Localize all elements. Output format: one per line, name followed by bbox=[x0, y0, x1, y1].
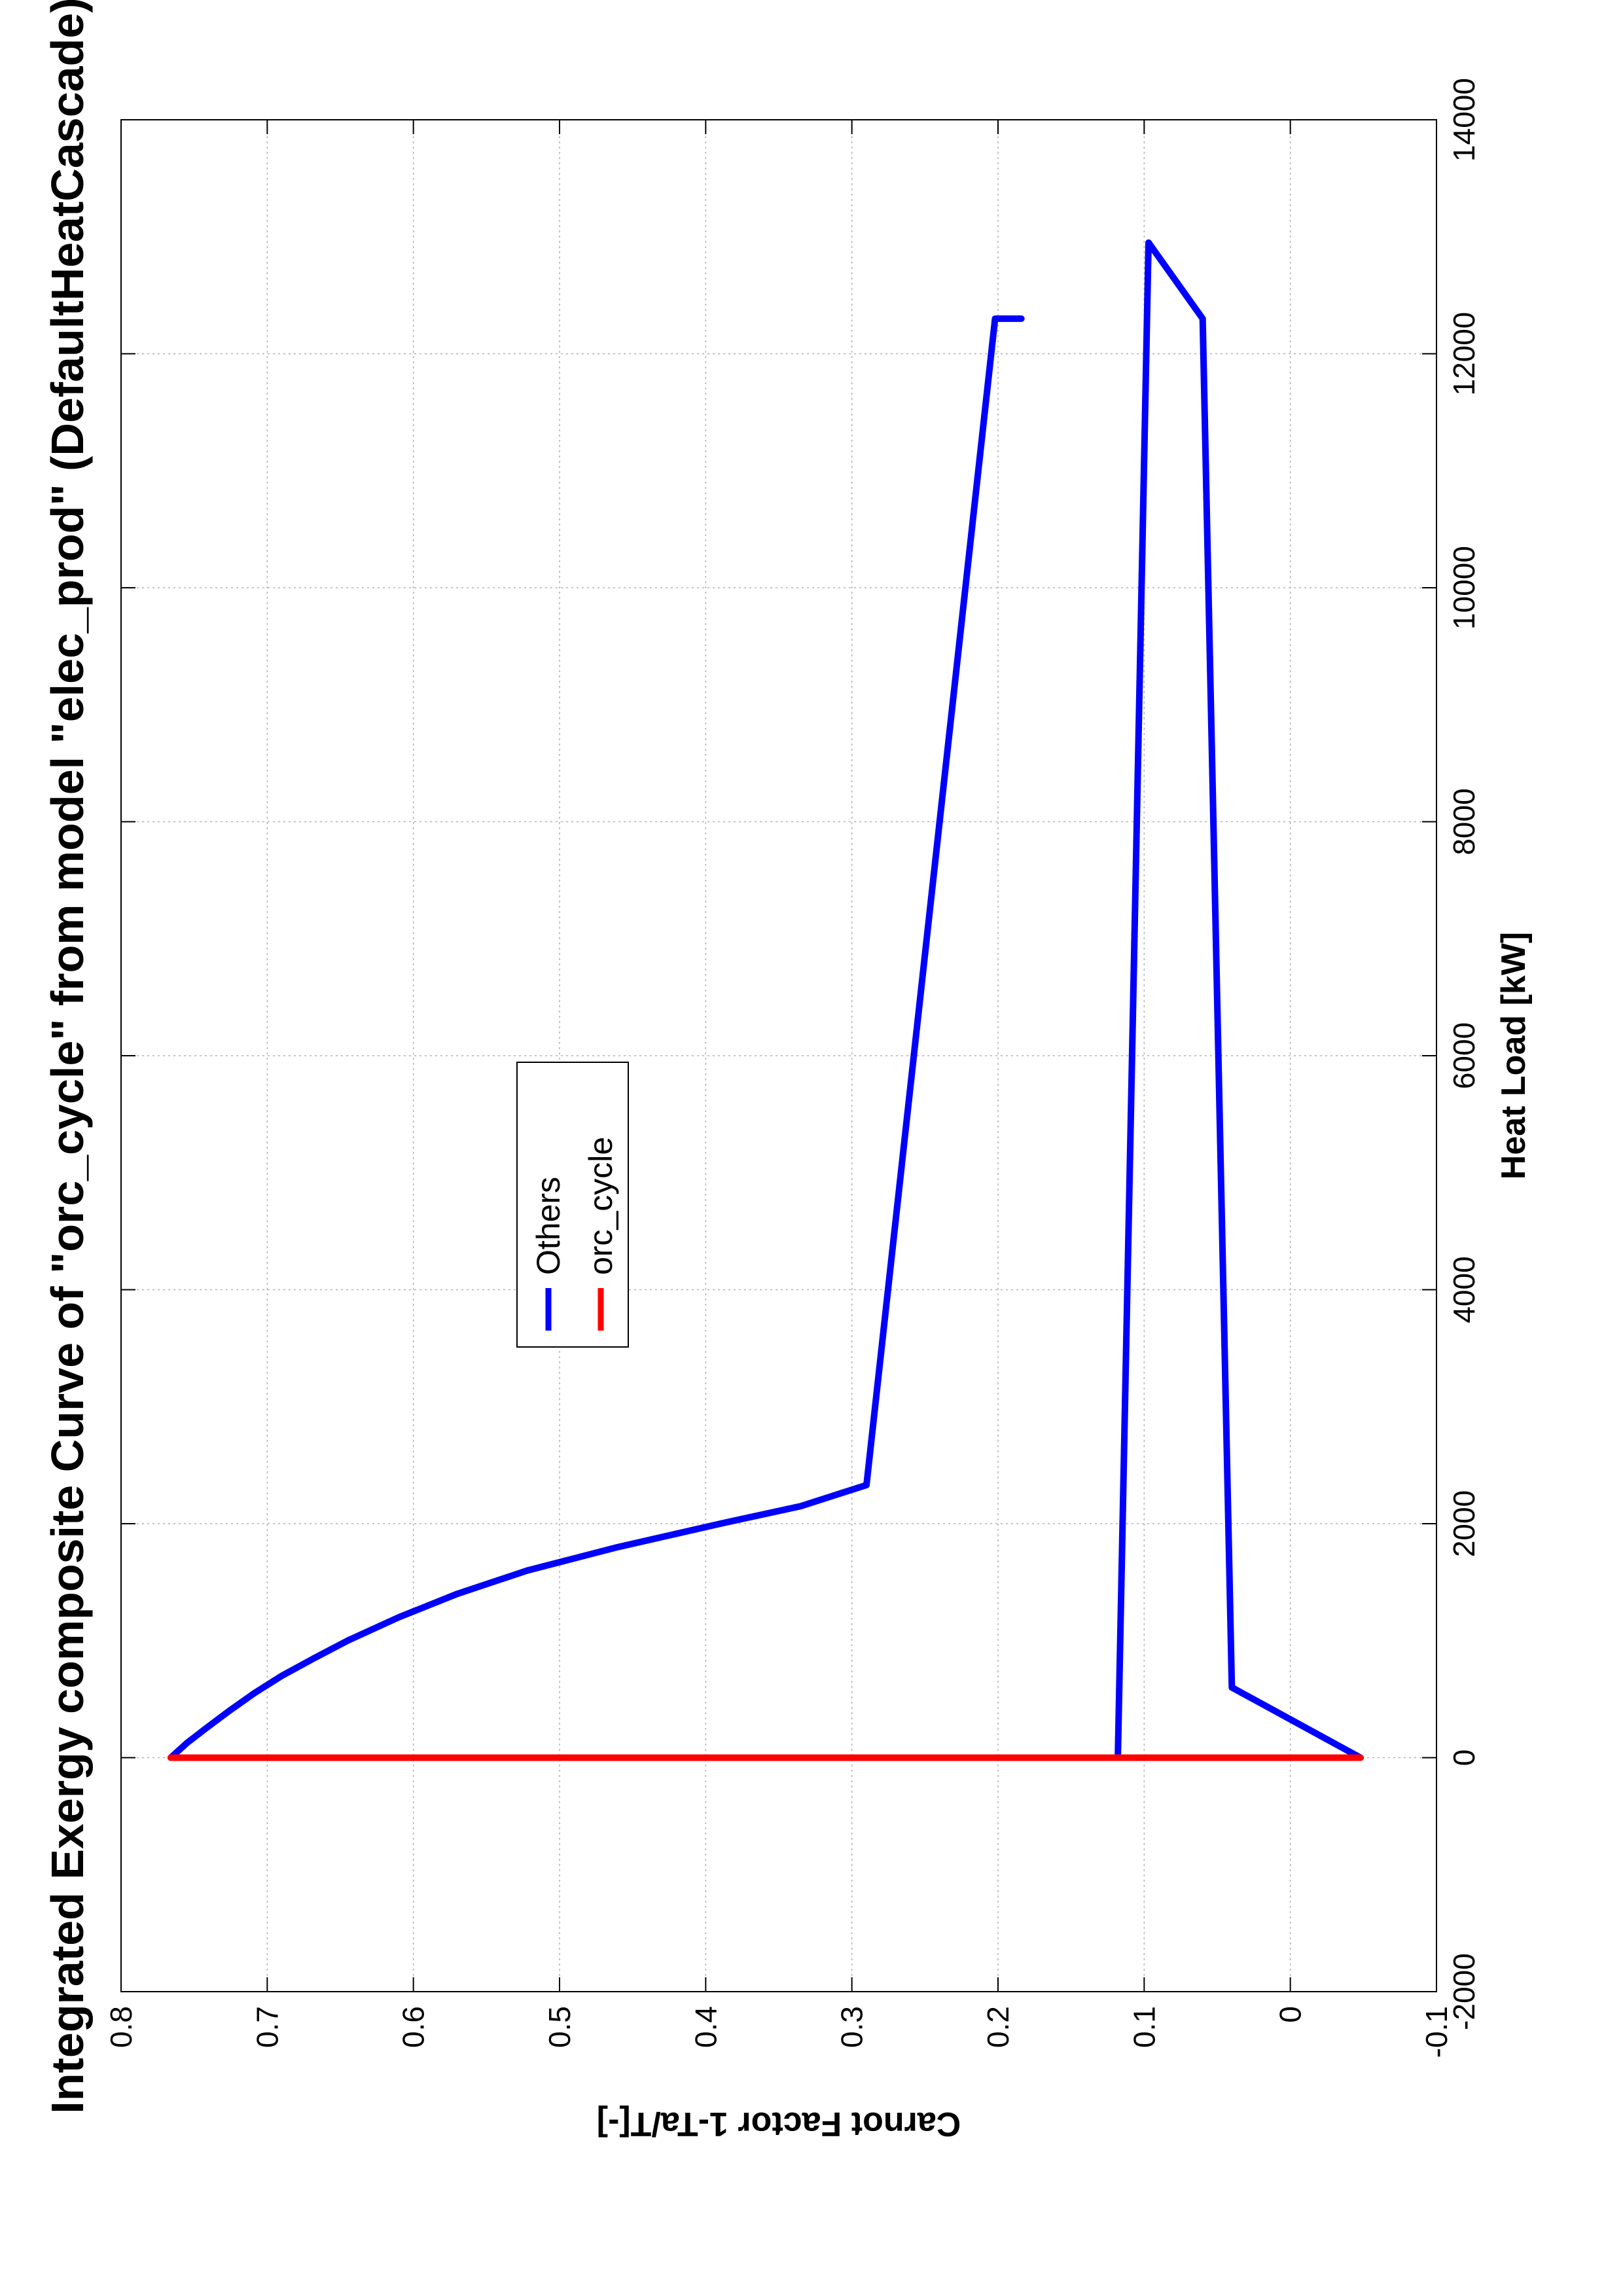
series-others-line bbox=[167, 315, 1025, 1761]
legend-label-orc-cycle: orc_cycle bbox=[582, 1137, 619, 1275]
plot-area-frame bbox=[120, 119, 1437, 1992]
x-tick-label: 12000 bbox=[1447, 312, 1481, 396]
y-tick-labels: -0.1 0 0.1 0.2 0.3 0.4 0.5 0.6 0.7 0.8 bbox=[104, 2006, 1454, 2058]
y-tick-label: 0.2 bbox=[981, 2006, 1015, 2048]
legend: Others orc_cycle bbox=[516, 1062, 629, 1348]
x-tick-label: 2000 bbox=[1447, 1490, 1481, 1557]
x-tick-label: 10000 bbox=[1447, 546, 1481, 630]
y-tick-label: 0.8 bbox=[104, 2006, 138, 2048]
y-tick-label: 0.7 bbox=[250, 2006, 284, 2048]
y-tick-label: 0.3 bbox=[835, 2006, 869, 2048]
x-tick-label: 0 bbox=[1447, 1749, 1481, 1767]
legend-box bbox=[516, 1062, 629, 1348]
series-layer bbox=[167, 239, 1364, 1761]
x-tick-labels: -2000 0 2000 4000 6000 8000 10000 12000 14000 bbox=[1447, 78, 1481, 2030]
x-tick-label: 8000 bbox=[1447, 788, 1481, 855]
axis-ticks bbox=[120, 119, 1437, 1992]
x-tick-label: -2000 bbox=[1447, 1953, 1481, 2030]
y-tick-label: 0 bbox=[1274, 2006, 1308, 2023]
x-tick-label: 6000 bbox=[1447, 1022, 1481, 1089]
y-tick-label: -0.1 bbox=[1419, 2006, 1454, 2058]
y-tick-label: 0.6 bbox=[397, 2006, 431, 2048]
y-tick-label: 0.4 bbox=[688, 2006, 722, 2048]
legend-label-others: Others bbox=[530, 1177, 567, 1275]
x-tick-label: 14000 bbox=[1447, 78, 1481, 162]
x-axis-label: Heat Load [kW] bbox=[1495, 932, 1533, 1179]
series-line-1 bbox=[1115, 239, 1364, 1761]
y-axis-label: Carnot Factor 1-Ta/T[-] bbox=[597, 2105, 961, 2143]
y-tick-label: 0.5 bbox=[543, 2006, 577, 2048]
x-tick-label: 4000 bbox=[1447, 1256, 1481, 1323]
chart-title: Integrated Exergy composite Curve of "or… bbox=[42, 0, 93, 2114]
y-tick-label: 0.1 bbox=[1127, 2006, 1161, 2048]
rotated-plot: -2000 0 2000 4000 6000 8000 10000 12000 14000 -0… bbox=[42, 0, 1533, 2143]
grid-lines bbox=[120, 119, 1437, 1992]
